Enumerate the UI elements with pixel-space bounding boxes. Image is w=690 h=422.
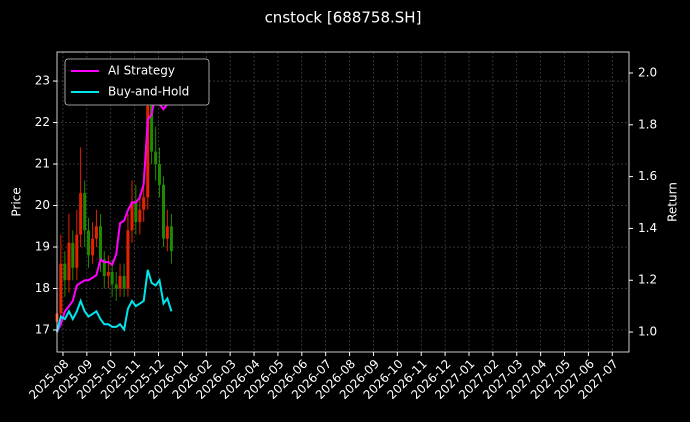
y-tick-label: 17	[35, 323, 50, 337]
candle-body	[118, 276, 122, 289]
candle-body	[91, 238, 95, 256]
y-tick-label: 21	[35, 157, 50, 171]
candle-body	[87, 230, 91, 256]
candle-body	[98, 226, 102, 260]
legend-label: AI Strategy	[108, 64, 175, 78]
candle-body	[106, 271, 110, 277]
chart-title: cnstock [688758.SH]	[265, 9, 422, 27]
candle-body	[142, 197, 146, 210]
candle-body	[130, 201, 134, 231]
candle-body	[75, 234, 79, 268]
candle-body	[126, 230, 130, 289]
candle-body	[146, 105, 150, 198]
legend-label: Buy-and-Hold	[108, 85, 189, 99]
series-line	[56, 269, 173, 333]
candle-body	[165, 226, 169, 239]
y-tick-label: 19	[35, 240, 50, 254]
y-tick-label: 23	[35, 74, 50, 88]
y2-tick-label: 1.6	[638, 169, 657, 183]
y-axis-label: Price	[10, 187, 24, 216]
y-tick-label: 22	[35, 115, 50, 129]
candle-body	[63, 263, 67, 281]
y2-tick-label: 2.0	[638, 65, 657, 79]
candle-body	[134, 201, 138, 223]
candle-body	[67, 242, 71, 281]
legend-box	[64, 58, 210, 106]
candle-body	[162, 184, 166, 239]
candle-body	[114, 284, 118, 289]
y-tick-label: 18	[35, 281, 50, 295]
plot-frame	[56, 51, 630, 353]
candle-body	[110, 271, 114, 285]
candle-body	[169, 226, 173, 252]
candle-body	[122, 276, 126, 289]
candle-body	[59, 263, 63, 314]
candle-body	[102, 259, 106, 277]
candle-body	[79, 193, 83, 235]
candle-body	[71, 242, 75, 268]
y2-tick-label: 1.8	[638, 117, 657, 131]
y-tick-label: 20	[35, 198, 50, 212]
candle-body	[83, 193, 87, 231]
y2-tick-label: 1.4	[638, 221, 657, 235]
y2-tick-label: 1.0	[638, 325, 657, 339]
y2-axis-label: Return	[666, 182, 680, 222]
candle-body	[154, 151, 158, 165]
y2-tick-label: 1.2	[638, 273, 657, 287]
candle-body	[94, 226, 98, 239]
candle-body	[150, 105, 154, 152]
candle-body	[157, 164, 161, 185]
candle-body	[138, 209, 142, 223]
series-line	[56, 90, 172, 333]
